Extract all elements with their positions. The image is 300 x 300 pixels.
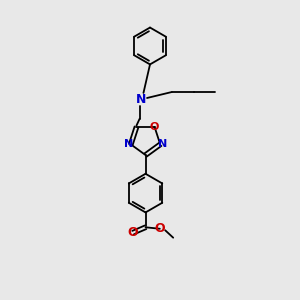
Text: O: O: [154, 222, 165, 235]
Text: N: N: [124, 140, 134, 149]
Text: N: N: [136, 93, 146, 106]
Text: O: O: [128, 226, 138, 239]
Text: N: N: [158, 140, 167, 149]
Text: O: O: [150, 122, 159, 132]
